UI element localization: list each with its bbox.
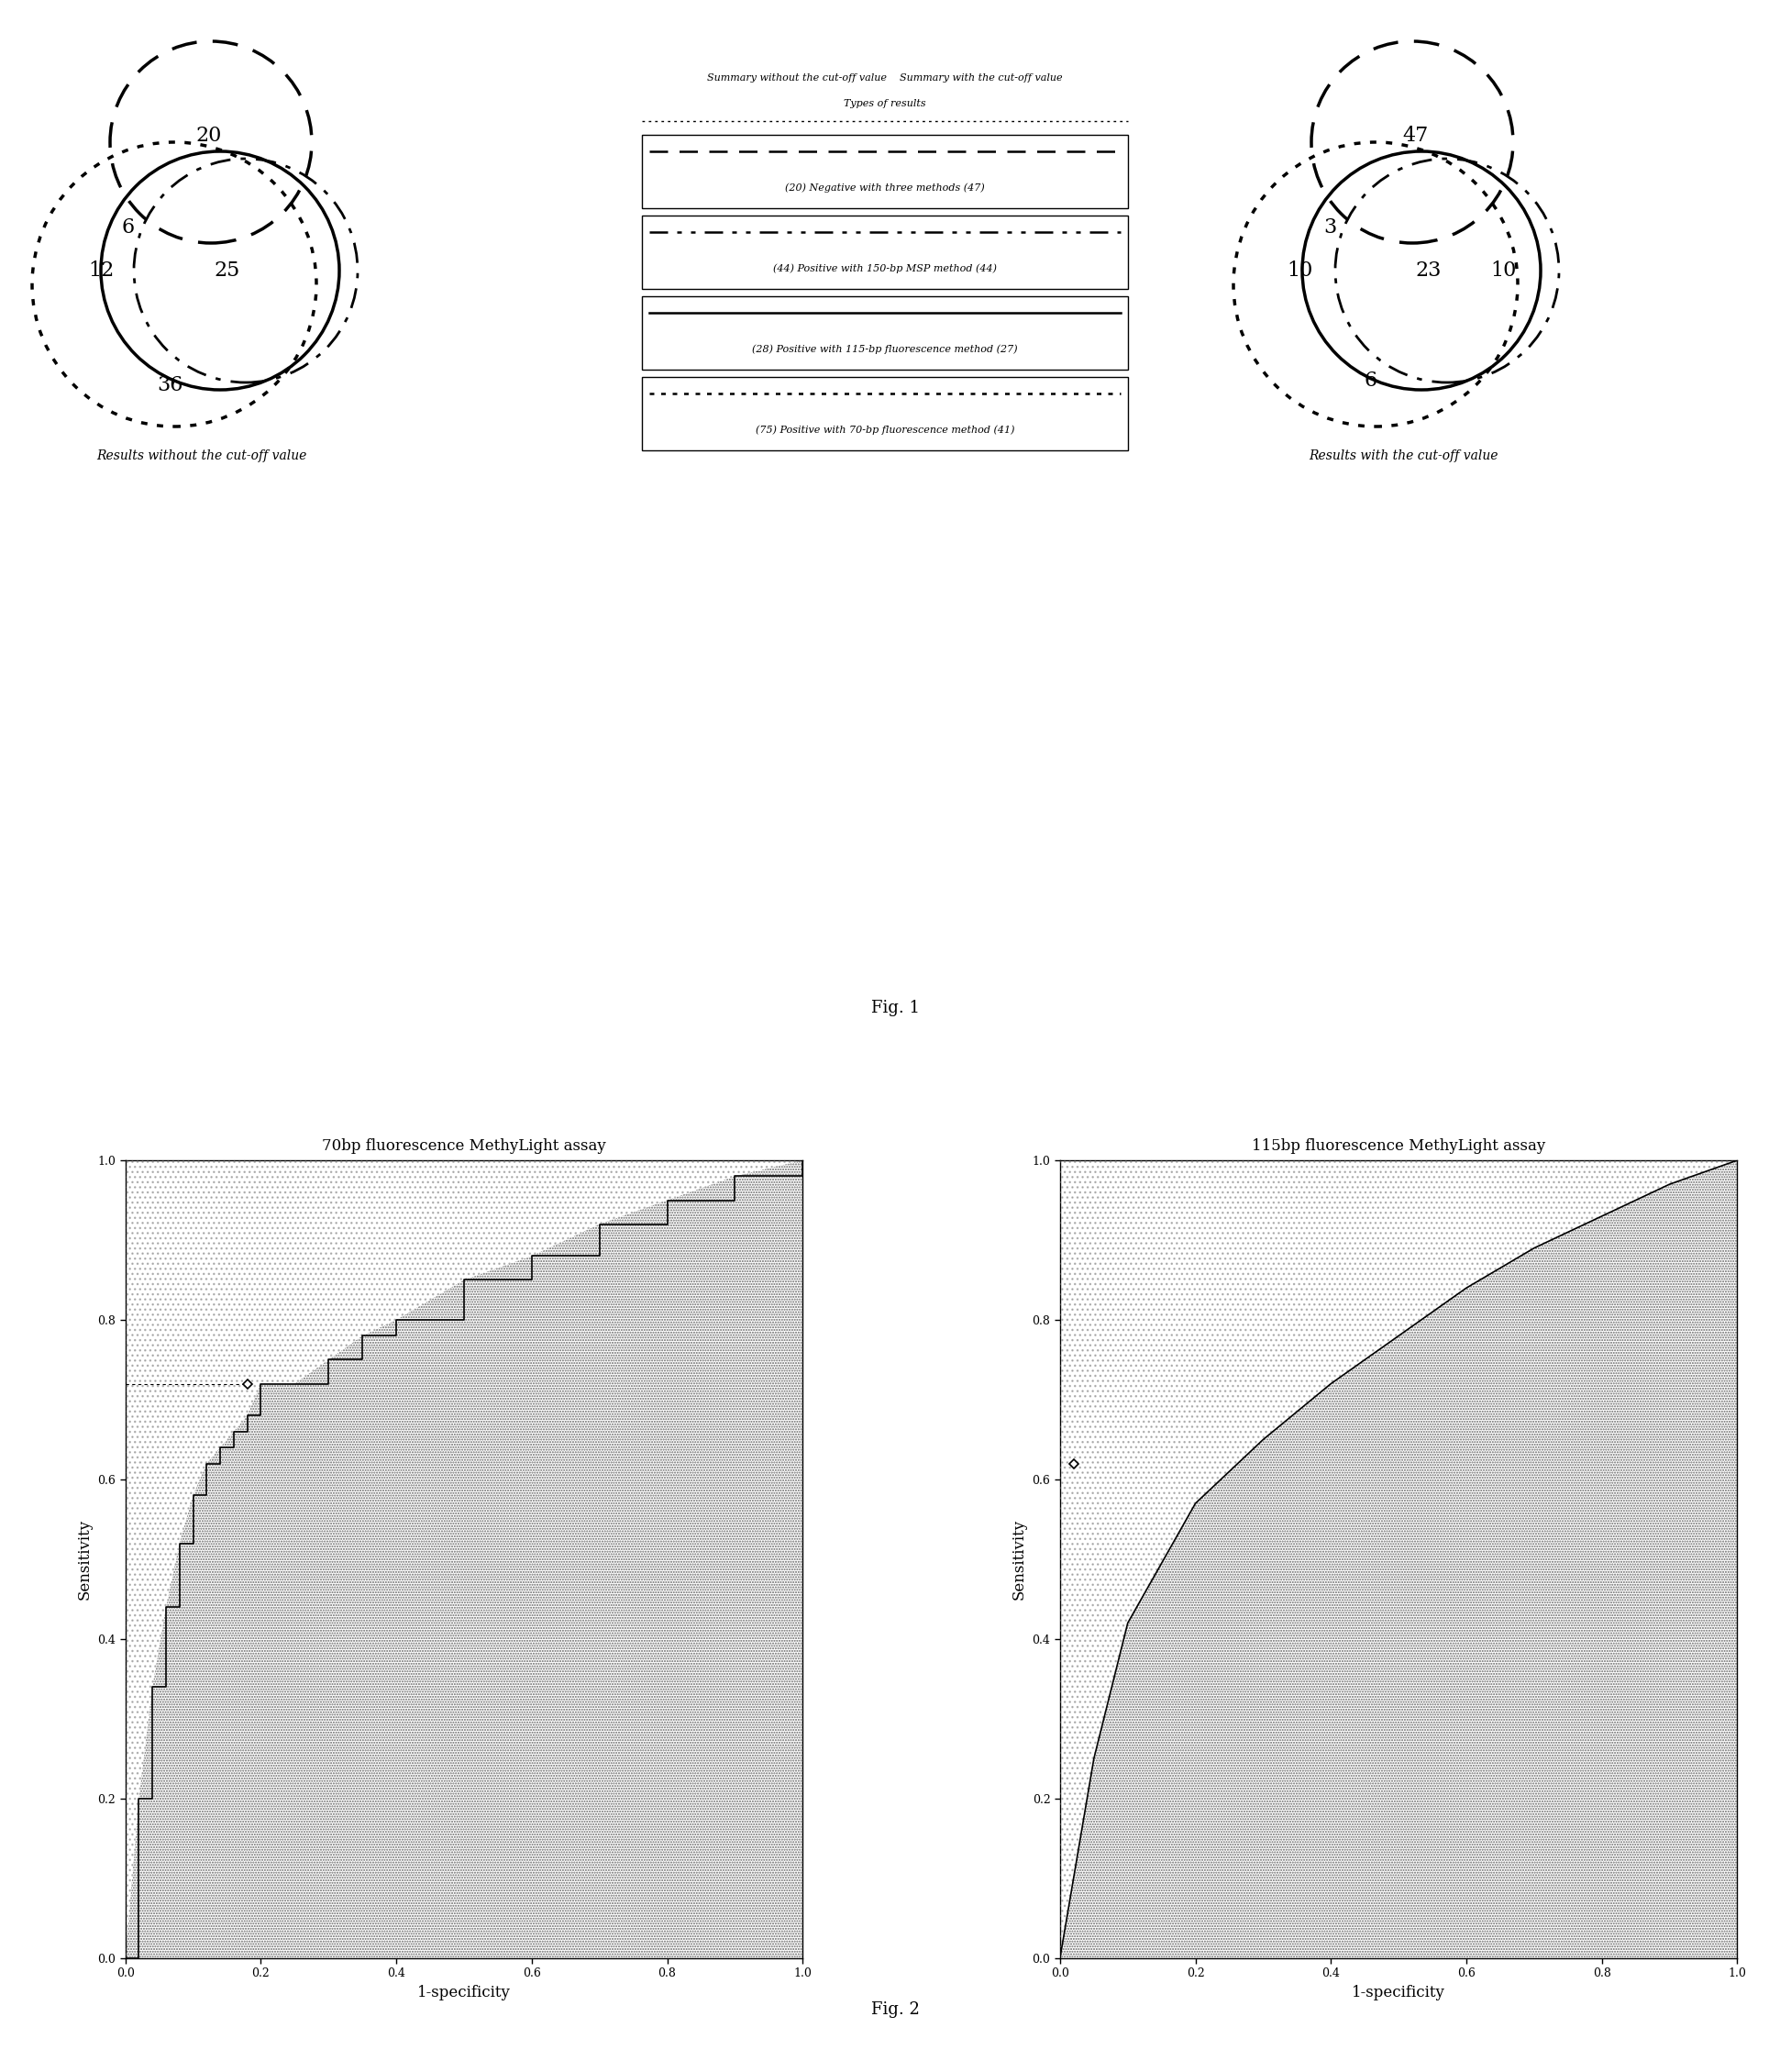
Text: (75) Positive with 70-bp fluorescence method (41): (75) Positive with 70-bp fluorescence me… — [756, 425, 1014, 435]
Text: (28) Positive with 115-bp fluorescence method (27): (28) Positive with 115-bp fluorescence m… — [752, 344, 1017, 354]
Y-axis label: Sensitivity: Sensitivity — [1012, 1519, 1026, 1600]
Text: 10: 10 — [1490, 261, 1517, 280]
Text: Summary without the cut-off value    Summary with the cut-off value: Summary without the cut-off value Summar… — [707, 73, 1062, 83]
Text: 47: 47 — [1402, 126, 1427, 145]
Text: 20: 20 — [195, 126, 222, 145]
Text: 36: 36 — [156, 375, 183, 396]
Title: 70bp fluorescence MethyLight assay: 70bp fluorescence MethyLight assay — [322, 1138, 605, 1154]
Text: 12: 12 — [88, 261, 115, 280]
Text: 23: 23 — [1415, 261, 1442, 280]
Text: Fig. 2: Fig. 2 — [870, 2002, 921, 2018]
Text: 6: 6 — [1365, 371, 1377, 392]
Text: (44) Positive with 150-bp MSP method (44): (44) Positive with 150-bp MSP method (44… — [774, 263, 998, 274]
Title: 115bp fluorescence MethyLight assay: 115bp fluorescence MethyLight assay — [1252, 1138, 1546, 1154]
Text: 10: 10 — [1288, 261, 1313, 280]
Text: (20) Negative with three methods (47): (20) Negative with three methods (47) — [784, 182, 985, 193]
X-axis label: 1-specificity: 1-specificity — [1352, 1985, 1445, 1999]
Text: 25: 25 — [215, 261, 240, 280]
X-axis label: 1-specificity: 1-specificity — [417, 1985, 510, 1999]
Text: Results with the cut-off value: Results with the cut-off value — [1309, 450, 1497, 462]
Text: Results without the cut-off value: Results without the cut-off value — [97, 450, 306, 462]
Text: Fig. 1: Fig. 1 — [870, 1001, 921, 1017]
Text: Types of results: Types of results — [844, 99, 926, 108]
Text: 3: 3 — [1324, 218, 1336, 238]
Text: 6: 6 — [122, 218, 134, 238]
Y-axis label: Sensitivity: Sensitivity — [77, 1519, 93, 1600]
